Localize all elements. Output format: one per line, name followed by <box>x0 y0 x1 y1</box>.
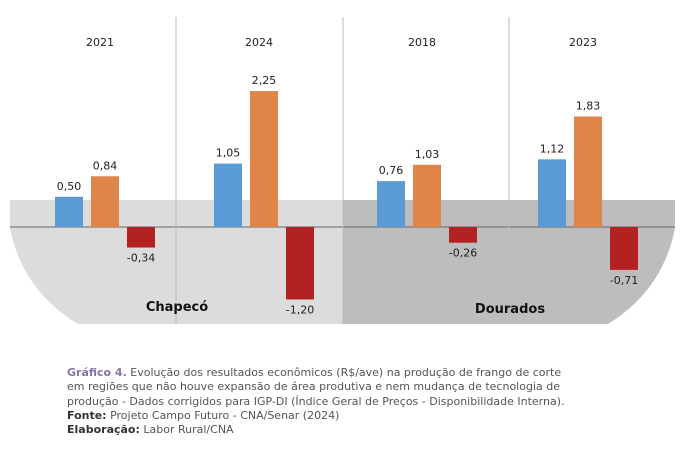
bar-value-label: -1,20 <box>286 303 314 316</box>
bar-value-label: -0,34 <box>127 252 155 265</box>
caption-text-3: produção - Dados corrigidos para IGP-DI … <box>67 394 565 408</box>
bar <box>286 227 314 300</box>
region-label-chapeco: Chapecó <box>146 300 208 315</box>
source-text: Projeto Campo Futuro - CNA/Senar (2024) <box>106 408 340 422</box>
bar <box>127 227 155 248</box>
bar-value-label: -0,71 <box>610 274 638 287</box>
bar <box>538 159 566 227</box>
bar <box>449 227 477 243</box>
chart: 2021 0,50 0,84 -0,34 2024 1,05 2,25 -1,20 2018 0,… <box>10 17 675 324</box>
elaboration-text: Labor Rural/CNA <box>139 423 234 437</box>
bar <box>413 164 441 227</box>
figure-caption: Gráfico 4. Evolução dos resultados econô… <box>67 366 667 437</box>
source-label: Fonte: <box>67 408 107 422</box>
year-label: 2023 <box>569 36 597 49</box>
bar <box>91 176 119 227</box>
bar <box>574 116 602 227</box>
region-label-dourados: Dourados <box>475 302 545 317</box>
bar <box>250 91 278 227</box>
year-label: 2024 <box>245 36 273 49</box>
bar <box>214 163 242 227</box>
bar-value-label: 1,83 <box>576 99 601 112</box>
bar-value-label: -0,26 <box>449 247 477 260</box>
bar-value-label: 0,84 <box>93 159 118 172</box>
caption-text-2: em regiões que não houve expansão de áre… <box>67 380 560 394</box>
bar <box>377 181 405 227</box>
bar-value-label: 2,25 <box>252 74 277 87</box>
year-label: 2018 <box>408 36 436 49</box>
elaboration-label: Elaboração: <box>67 423 140 437</box>
bar-value-label: 0,50 <box>57 180 82 193</box>
caption-label: Gráfico 4. <box>67 366 127 379</box>
bar <box>610 227 638 270</box>
year-label: 2021 <box>86 36 114 49</box>
bar-value-label: 1,03 <box>415 148 440 161</box>
bar-value-label: 0,76 <box>379 164 404 177</box>
bar <box>55 196 83 227</box>
caption-text-1: Evolução dos resultados econômicos (R$/a… <box>126 366 562 379</box>
bar-value-label: 1,12 <box>540 142 565 155</box>
bar-value-label: 1,05 <box>216 147 241 160</box>
